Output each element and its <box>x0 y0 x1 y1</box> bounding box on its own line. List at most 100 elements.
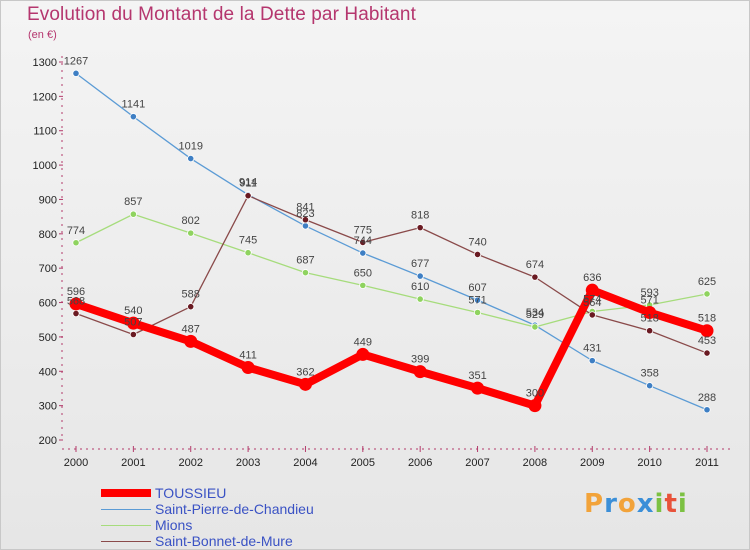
data-point-mions <box>72 239 80 247</box>
data-label-saint-bonnet-de-mure: 775 <box>354 224 372 236</box>
data-label-saint-bonnet-de-mure: 841 <box>296 202 314 214</box>
legend-swatch <box>101 541 151 542</box>
data-point-toussieu <box>528 399 542 413</box>
data-label-saint-pierre-de-chandieu: 823 <box>296 208 314 220</box>
data-label-saint-pierre-de-chandieu: 1019 <box>178 141 202 153</box>
data-point-saint-pierre-de-chandieu <box>646 382 654 390</box>
series-line-saint-bonnet-de-mure <box>75 195 708 354</box>
logo-letter: P <box>584 489 605 519</box>
chart-title: Evolution du Montant de la Dette par Hab… <box>27 4 416 25</box>
proxiti-logo: Proxiti <box>584 489 688 519</box>
data-label-saint-pierre-de-chandieu: 534 <box>526 307 544 319</box>
series-line-mions <box>75 213 708 328</box>
data-point-saint-bonnet-de-mure <box>588 311 596 319</box>
logo-letter: x <box>636 489 655 519</box>
data-label-saint-pierre-de-chandieu: 744 <box>354 235 372 247</box>
data-point-saint-bonnet-de-mure <box>129 330 137 339</box>
data-point-toussieu <box>700 324 714 338</box>
data-label-saint-bonnet-de-mure: 453 <box>698 335 716 347</box>
data-label-saint-bonnet-de-mure: 674 <box>526 259 544 271</box>
data-labels: 1267 1141 1019 914 823 744 677 607 534 431 358 288 7… <box>64 55 716 403</box>
data-label-saint-pierre-de-chandieu: 607 <box>468 282 486 294</box>
legend-label: TOUSSIEU <box>155 485 227 501</box>
x-tick-label: 2011 <box>695 457 719 469</box>
x-tick-label: 2010 <box>637 457 661 469</box>
data-point-saint-pierre-de-chandieu <box>72 69 80 77</box>
data-point-saint-bonnet-de-mure <box>416 224 424 232</box>
data-point-saint-pierre-de-chandieu <box>473 296 482 304</box>
legend-swatch <box>101 525 151 526</box>
data-label-toussieu: 399 <box>411 354 429 366</box>
logo-letter: t <box>664 489 678 519</box>
data-point-saint-bonnet-de-mure <box>646 327 654 335</box>
data-point-saint-pierre-de-chandieu <box>187 154 195 163</box>
data-point-toussieu <box>298 377 312 391</box>
data-label-toussieu: 351 <box>468 370 486 382</box>
data-point-saint-pierre-de-chandieu <box>129 113 137 121</box>
y-tick-label: 600 <box>39 298 57 310</box>
data-point-toussieu <box>643 306 657 320</box>
data-label-toussieu: 411 <box>239 349 257 361</box>
data-point-saint-pierre-de-chandieu <box>703 406 711 414</box>
data-label-saint-pierre-de-chandieu: 1267 <box>64 55 88 67</box>
data-label-mions: 745 <box>239 235 257 247</box>
logo-letter: i <box>677 489 688 519</box>
data-point-toussieu <box>184 334 198 348</box>
data-label-mions: 687 <box>296 255 314 267</box>
data-point-mions <box>301 269 310 277</box>
data-label-saint-bonnet-de-mure: 568 <box>67 296 85 308</box>
data-label-mions: 574 <box>583 293 601 305</box>
data-point-toussieu <box>356 347 370 361</box>
data-point-saint-bonnet-de-mure <box>301 216 310 224</box>
legend-label: Saint-Pierre-de-Chandieu <box>155 501 314 517</box>
data-label-saint-bonnet-de-mure: 507 <box>124 317 142 329</box>
y-tick-label: 400 <box>39 366 57 378</box>
data-label-mions: 625 <box>698 276 716 288</box>
logo-letter: i <box>654 489 665 519</box>
unit-label: (en €) <box>28 29 57 41</box>
series-line-toussieu <box>72 286 711 410</box>
x-tick-label: 2008 <box>523 457 547 469</box>
data-point-saint-bonnet-de-mure <box>359 238 367 247</box>
logo-letter: o <box>617 489 637 519</box>
data-point-saint-bonnet-de-mure <box>187 303 195 311</box>
x-tick-label: 2002 <box>178 457 202 469</box>
data-point-saint-bonnet-de-mure <box>72 309 80 318</box>
data-label-mions: 593 <box>640 287 658 299</box>
data-label-mions: 774 <box>67 225 85 237</box>
data-label-toussieu: 636 <box>583 272 601 284</box>
data-point-saint-pierre-de-chandieu <box>359 249 367 257</box>
y-tick-label: 1100 <box>33 126 57 138</box>
x-tick-label: 2005 <box>351 457 375 469</box>
data-label-mions: 857 <box>124 196 142 208</box>
data-label-toussieu: 449 <box>354 336 372 348</box>
data-label-toussieu: 300 <box>526 388 544 400</box>
data-point-saint-bonnet-de-mure <box>703 349 711 357</box>
x-tick-label: 2000 <box>64 457 88 469</box>
data-point-toussieu <box>413 365 427 379</box>
data-label-mions: 802 <box>182 215 200 227</box>
y-tick-label: 700 <box>39 263 57 275</box>
data-point-toussieu <box>585 283 599 297</box>
data-label-mions: 610 <box>411 281 429 293</box>
data-label-toussieu: 596 <box>67 286 85 298</box>
data-point-toussieu <box>241 360 255 374</box>
x-tick-label: 2007 <box>465 457 489 469</box>
data-point-saint-pierre-de-chandieu <box>301 222 310 230</box>
data-label-toussieu: 487 <box>182 323 200 335</box>
data-label-saint-bonnet-de-mure: 818 <box>411 210 429 222</box>
legend-swatch <box>101 489 151 497</box>
data-label-mions: 650 <box>354 267 372 279</box>
data-point-mions <box>129 210 137 218</box>
data-point-saint-bonnet-de-mure <box>531 273 539 281</box>
y-tick-label: 900 <box>39 194 57 206</box>
y-tick-label: 1000 <box>33 160 57 172</box>
data-label-saint-bonnet-de-mure: 740 <box>468 236 486 248</box>
y-tick-label: 200 <box>39 435 57 447</box>
data-point-toussieu <box>69 297 83 311</box>
data-label-mions: 571 <box>468 295 486 307</box>
data-point-mions <box>416 295 424 303</box>
y-tick-label: 500 <box>39 332 57 344</box>
data-point-toussieu <box>126 316 140 330</box>
